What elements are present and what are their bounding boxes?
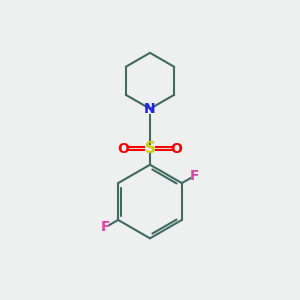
Text: F: F bbox=[189, 169, 199, 183]
Text: N: N bbox=[144, 102, 156, 116]
Text: O: O bbox=[118, 142, 129, 155]
Text: O: O bbox=[171, 142, 182, 155]
Text: S: S bbox=[145, 141, 155, 156]
Text: F: F bbox=[101, 220, 111, 234]
